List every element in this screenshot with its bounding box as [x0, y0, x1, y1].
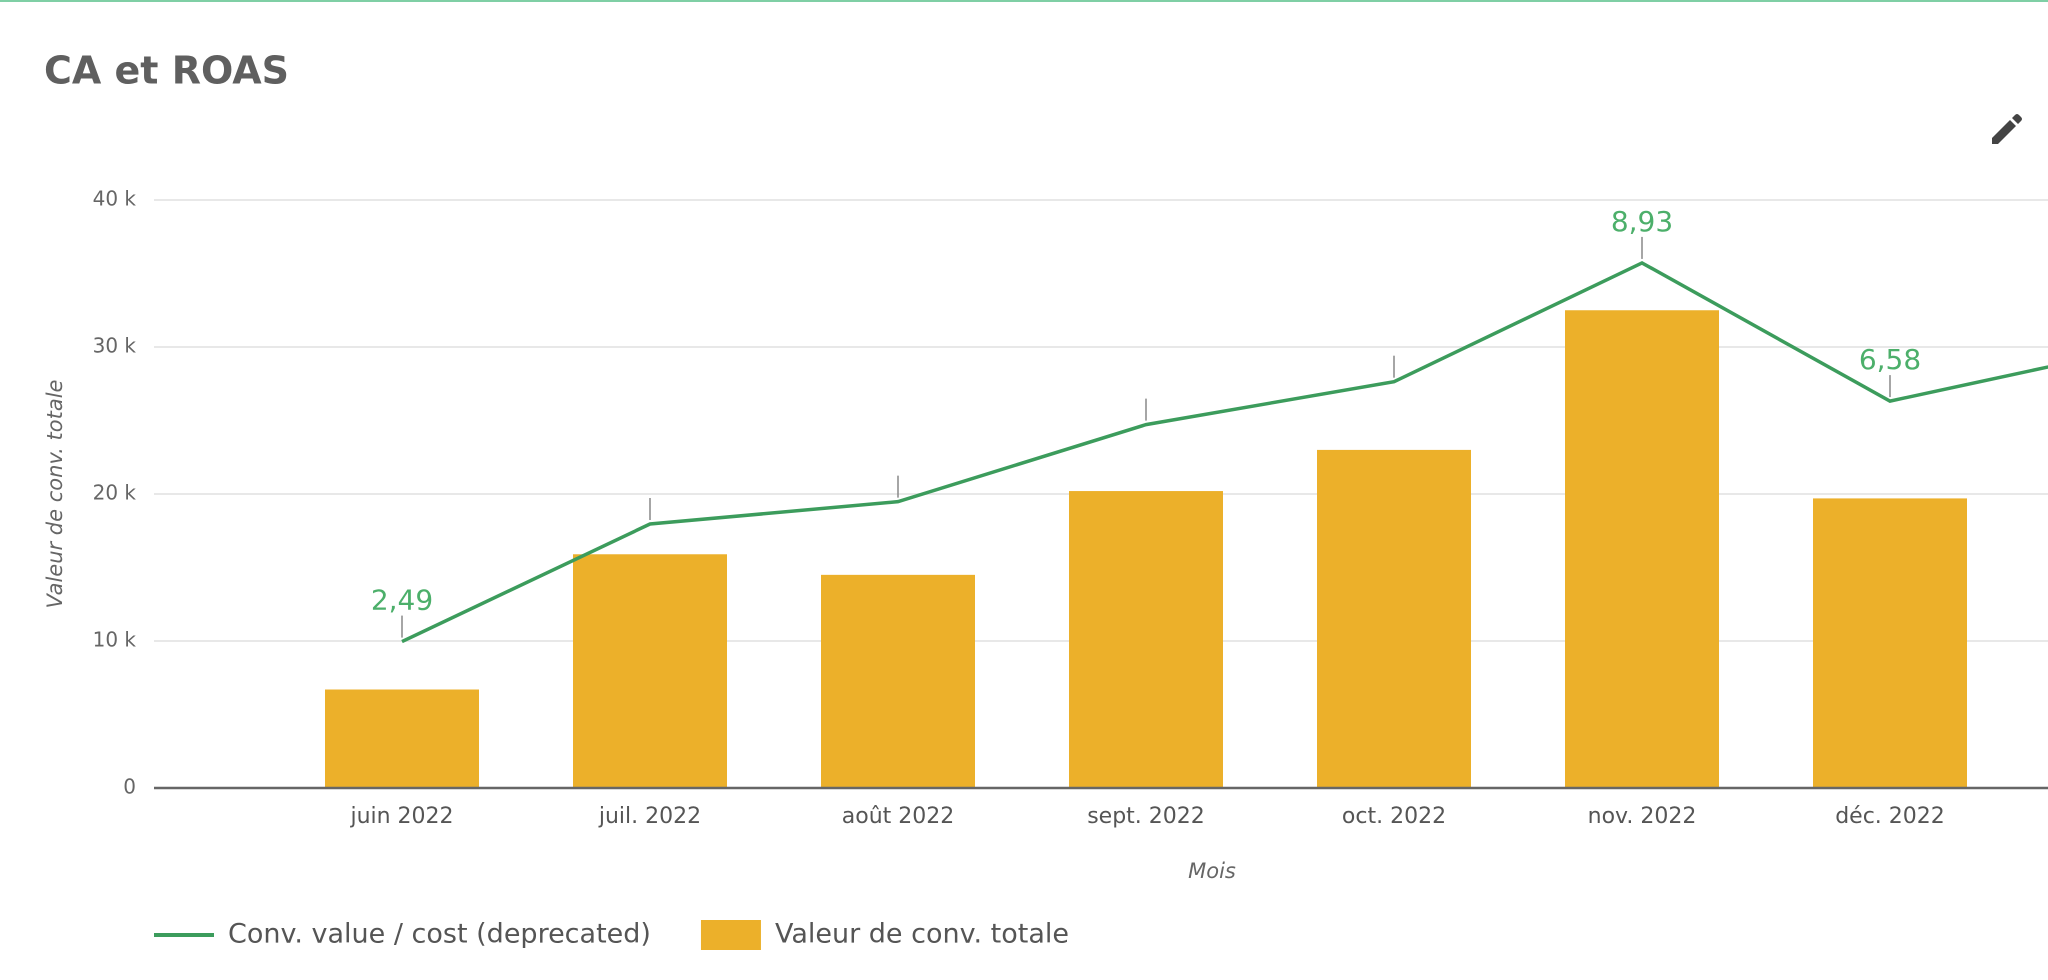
x-tick-label: sept. 2022: [1087, 804, 1205, 829]
y-axis-title: Valeur de conv. totale: [43, 380, 67, 609]
y-tick-label: 40 k: [93, 187, 137, 211]
y-tick-label: 10 k: [93, 628, 137, 652]
x-tick-label: juil. 2022: [598, 804, 701, 829]
bar: [1317, 449, 1471, 788]
x-tick-label: déc. 2022: [1835, 804, 1945, 829]
plot: 2,49 8,93 6,58: [325, 205, 2048, 788]
edit-icon[interactable]: [1992, 114, 2022, 144]
x-tick-label: juin 2022: [349, 804, 453, 829]
bar: [1813, 498, 1967, 788]
data-label: 6,58: [1859, 343, 1921, 376]
bar: [821, 574, 975, 788]
x-axis-title: Mois: [1188, 859, 1236, 883]
x-tick-label: août 2022: [842, 804, 955, 829]
bar: [573, 554, 727, 788]
legend-swatch: [700, 920, 761, 950]
chart-title: CA et ROAS: [44, 49, 289, 93]
y-tick-label: 0: [123, 775, 136, 799]
data-label: 8,93: [1611, 205, 1673, 238]
y-tick-label: 20 k: [93, 481, 137, 505]
legend-label: Valeur de conv. totale: [775, 919, 1069, 950]
bar: [1069, 491, 1223, 788]
data-label: 2,49: [371, 584, 433, 617]
x-tick-label: nov. 2022: [1588, 804, 1697, 829]
legend-label: Conv. value / cost (deprecated): [228, 919, 651, 950]
line: [401, 260, 2048, 644]
bar: [1565, 310, 1719, 788]
bar: [325, 689, 479, 788]
x-tick-label: oct. 2022: [1342, 804, 1446, 829]
y-tick-label: 30 k: [93, 334, 137, 358]
